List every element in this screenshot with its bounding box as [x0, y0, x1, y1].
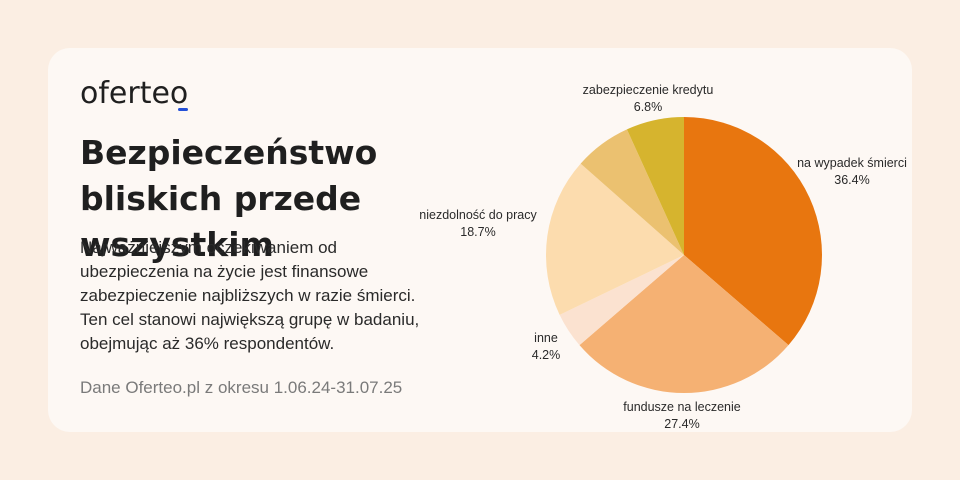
- slice-label: zabezpieczenie kredytu 6.8%: [583, 83, 714, 114]
- slice-value-label: 6.8%: [634, 100, 663, 114]
- pie-slice: [684, 117, 822, 346]
- description-text: Najważniejszym oczekiwaniem od ubezpiecz…: [80, 236, 480, 356]
- description-line: ubezpieczenia na życie jest finansowe: [80, 262, 369, 281]
- pie-slice: [626, 117, 684, 255]
- slice-category-label: niezdolność do pracy: [419, 208, 537, 222]
- slice-value-label: 18.7%: [460, 225, 495, 239]
- slice-category-label: inne: [534, 331, 558, 345]
- slice-label: inne 4.2%: [532, 331, 561, 362]
- page-title: Bezpieczeństwo bliskich przede wszystkim: [80, 133, 378, 264]
- slice-category-label: zabezpieczenie kredytu: [583, 83, 714, 97]
- pie-slice: [579, 255, 789, 393]
- slice-value-label: 4.2%: [532, 348, 561, 362]
- pie-slice: [559, 255, 684, 346]
- data-source-note: Dane Oferteo.pl z okresu 1.06.24-31.07.2…: [80, 378, 403, 397]
- slice-category-label: fundusze na leczenie: [623, 400, 740, 414]
- brand-logo[interactable]: oferteo: [80, 76, 189, 111]
- pie-slice: [545, 163, 684, 315]
- description-line: Najważniejszym oczekiwaniem od: [80, 238, 337, 257]
- slice-label: fundusze na leczenie 27.4%: [623, 400, 740, 431]
- logo-accent-mark: [178, 108, 188, 111]
- description-line: zabezpieczenie najbliższych w razie śmie…: [80, 286, 416, 305]
- slice-category-label: na wypadek śmierci: [797, 156, 907, 170]
- description-line: Ten cel stanowi największą grupę w badan…: [80, 310, 420, 329]
- slice-value-label: 27.4%: [664, 417, 699, 431]
- pie-slice: [580, 129, 684, 255]
- slice-value-label: 36.4%: [834, 173, 869, 187]
- slice-label: na wypadek śmierci 36.4%: [797, 156, 907, 187]
- slice-label: niezdolność do pracy 18.7%: [419, 208, 537, 239]
- description-line: obejmując aż 36% respondentów.: [80, 334, 335, 353]
